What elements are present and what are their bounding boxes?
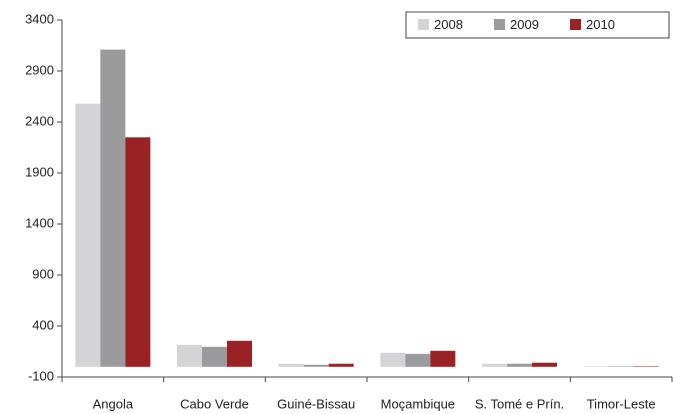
bar bbox=[278, 363, 304, 367]
bar bbox=[75, 103, 101, 367]
legend-label: 2010 bbox=[586, 17, 615, 32]
legend-box bbox=[405, 11, 670, 39]
x-tick-label: S. Tomé e Prín. bbox=[475, 396, 564, 411]
y-tick-label: 1900 bbox=[25, 164, 54, 179]
y-tick-label: -100 bbox=[28, 368, 54, 383]
legend-label: 2009 bbox=[510, 17, 539, 32]
bar bbox=[177, 344, 202, 367]
y-tick-label: 3400 bbox=[25, 11, 54, 26]
bar bbox=[303, 364, 329, 367]
y-tick-label: 900 bbox=[32, 266, 54, 281]
x-tick-label: Timor-Leste bbox=[587, 396, 656, 411]
bar bbox=[405, 353, 431, 367]
bar bbox=[608, 366, 634, 367]
bar bbox=[507, 363, 532, 367]
legend-swatch bbox=[494, 19, 505, 30]
legend-swatch bbox=[418, 19, 429, 30]
bar bbox=[583, 366, 609, 367]
bar bbox=[227, 340, 252, 367]
x-tick-label: Cabo Verde bbox=[180, 396, 249, 411]
x-tick-label: Guiné-Bissau bbox=[277, 396, 355, 411]
y-tick-label: 400 bbox=[32, 317, 54, 332]
bar bbox=[125, 137, 151, 367]
y-tick-label: 2900 bbox=[25, 62, 54, 77]
bar bbox=[633, 366, 659, 367]
legend-label: 2008 bbox=[434, 17, 463, 32]
x-tick-label: Moçambique bbox=[381, 396, 455, 411]
bar bbox=[100, 49, 126, 367]
bar bbox=[532, 362, 557, 367]
legend-swatch bbox=[570, 19, 581, 30]
bar bbox=[202, 346, 227, 367]
y-tick-label: 1400 bbox=[25, 215, 54, 230]
bar bbox=[380, 352, 406, 367]
y-tick-label: 2400 bbox=[25, 113, 54, 128]
x-tick-label: Angola bbox=[93, 396, 134, 411]
bar bbox=[430, 350, 456, 367]
bar bbox=[482, 363, 507, 367]
bar bbox=[328, 363, 354, 367]
